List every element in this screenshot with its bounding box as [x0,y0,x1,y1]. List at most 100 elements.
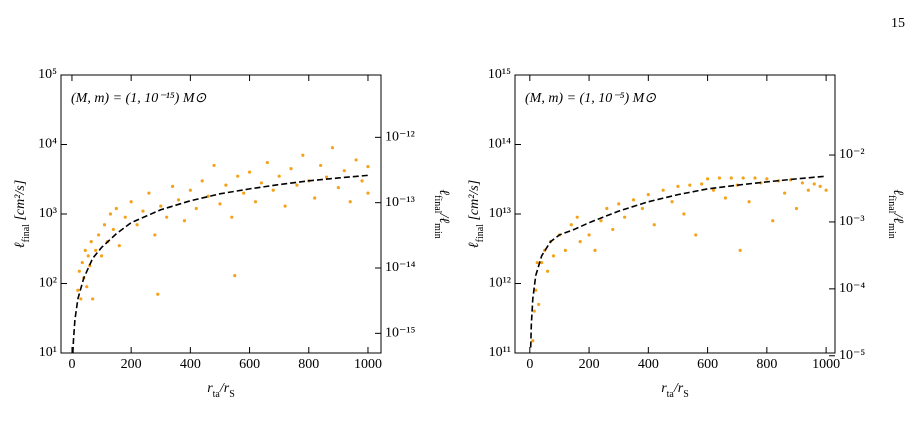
y2-tick-label: 10⁻⁴ [839,281,865,296]
data-point [301,153,305,157]
data-point [230,215,234,219]
data-point [532,309,536,313]
data-point [86,254,90,258]
data-point [646,193,650,197]
x-axis-label: rta/rS [661,381,689,400]
data-point [153,233,157,237]
data-point [324,175,329,179]
data-point [771,219,775,223]
data-point [336,185,340,190]
data-point [94,248,98,252]
data-point [283,204,287,208]
data-point [812,182,816,186]
data-point [794,206,799,211]
data-point [640,206,645,211]
fit-line [72,174,369,354]
y2-tick-label: 10⁻¹² [385,130,415,145]
x-tick-label: 1000 [354,357,382,372]
y-tick-label: 10¹² [489,276,511,291]
data-point [535,260,539,265]
data-point [89,240,93,244]
data-point [806,188,810,192]
data-point [569,223,573,227]
data-point [313,196,317,200]
data-point [259,181,264,185]
y-axis-label-part: [cm²/s] [13,180,28,224]
data-point [348,200,352,204]
data-point [587,233,591,237]
data-point [212,163,216,168]
data-point [91,297,95,301]
y-axis-label-part: [cm²/s] [467,180,482,224]
data-point [366,191,370,195]
y-tick-label: 10² [39,276,57,291]
data-point [729,176,733,180]
data-point [563,248,567,252]
data-point [623,215,627,219]
fit-line [529,175,827,348]
y2-tick-label: 10⁻³ [839,214,865,229]
data-point [342,169,346,173]
x-tick-label: 400 [180,357,201,372]
y-tick-label: 10¹¹ [489,345,511,360]
data-point [738,248,742,252]
data-point [289,167,293,171]
y2-tick-label: 10⁻² [839,147,865,162]
data-point [676,184,680,188]
data-point [545,269,550,273]
y-tick-label: 10¹ [39,345,57,360]
y2-axis-label: ℓfinal/ℓmin [886,189,905,238]
data-point [688,183,692,187]
x-axis-label-part: S [683,389,689,400]
data-point [578,240,582,244]
data-point [99,254,104,258]
x-axis-label-part: /r [673,381,684,396]
data-point [188,188,192,192]
data-point [79,297,83,301]
data-point [111,227,115,232]
x-tick-label: 400 [638,357,659,372]
data-point [277,174,281,178]
data-point [80,260,84,265]
data-point [224,183,228,187]
data-point [265,160,269,165]
x-axis-label-part: ta [667,389,675,400]
y2-axis-label-part: min [432,223,443,239]
x-tick-label: 1000 [812,357,840,372]
data-point [682,212,686,216]
y2-tick-label: 10⁻¹⁵ [385,326,416,341]
data-point [129,200,133,204]
data-point [611,227,615,232]
plot-frame [514,74,836,354]
data-point [765,177,769,181]
x-axis-label-part: r [661,381,667,396]
data-point [165,215,169,219]
data-point [135,223,139,227]
data-point [800,181,805,185]
data-point [319,163,323,168]
y2-axis-label-part: ℓ [436,189,451,195]
data-point [824,188,828,192]
data-point [147,191,151,195]
data-point [537,302,541,307]
y-tick-label: 10¹⁵ [488,67,511,82]
y-axis-label-part: final [21,224,32,243]
y2-tick-label: 10⁻¹³ [385,195,415,210]
y-tick-label: 10³ [39,206,57,221]
data-point [85,285,89,289]
x-axis-label-part: r [207,381,213,396]
data-point [117,244,121,248]
x-tick-label: 200 [579,357,600,372]
y-axis-label-part: ℓ [467,242,482,248]
data-point [108,212,113,216]
data-point [705,177,710,181]
data-point [194,206,198,211]
data-point [652,223,656,227]
data-point [236,174,240,178]
x-tick-label: 800 [756,357,777,372]
y2-axis-label-part: /ℓ [890,212,905,223]
x-tick-label: 0 [526,357,533,372]
data-point [123,215,127,219]
data-point [551,254,556,258]
data-point [76,288,80,292]
